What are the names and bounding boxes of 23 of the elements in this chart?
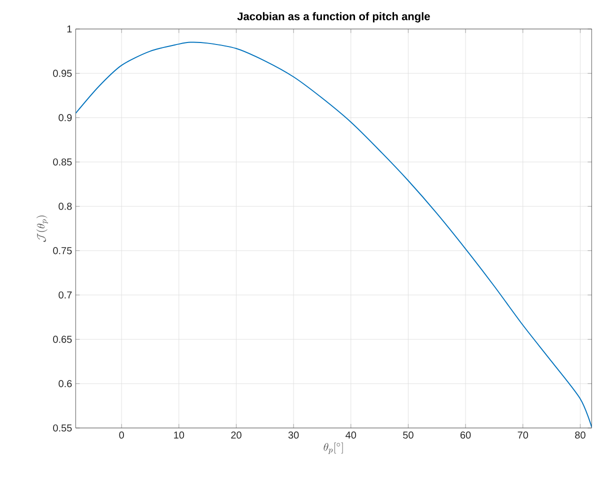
- y-tick-label: 0.95: [53, 70, 72, 77]
- chart-title: Jacobian as a function of pitch angle: [237, 12, 430, 22]
- y-tick-label: 0.8: [58, 202, 72, 210]
- x-tick-label: 60: [460, 432, 471, 439]
- y-tick-label: 0.7: [58, 291, 72, 299]
- x-tick-label: 30: [288, 432, 299, 439]
- x-tick-label: 50: [403, 432, 414, 439]
- x-tick-label: 20: [231, 432, 242, 439]
- x-tick-label: 40: [346, 432, 356, 439]
- y-tick-label: 1: [67, 26, 72, 32]
- y-tick-label: 0.9: [58, 114, 72, 122]
- x-tick-label: 80: [575, 432, 586, 439]
- x-tick-label: 0: [119, 432, 124, 439]
- y-tick-label: 0.65: [53, 336, 72, 343]
- x-axis-title: $\theta_p[^\circ]$: [324, 442, 343, 454]
- y-tick-label: 0.55: [53, 424, 72, 432]
- y-tick-label: 0.85: [53, 158, 72, 166]
- x-tick-label: 10: [174, 432, 184, 439]
- y-tick-label: 0.6: [58, 380, 72, 388]
- y-axis-title: $\mathcal{J}(\theta_p)$: [36, 216, 48, 242]
- y-tick-label: 0.75: [53, 247, 72, 254]
- x-tick-label: 70: [518, 432, 528, 439]
- line-series: [76, 42, 592, 428]
